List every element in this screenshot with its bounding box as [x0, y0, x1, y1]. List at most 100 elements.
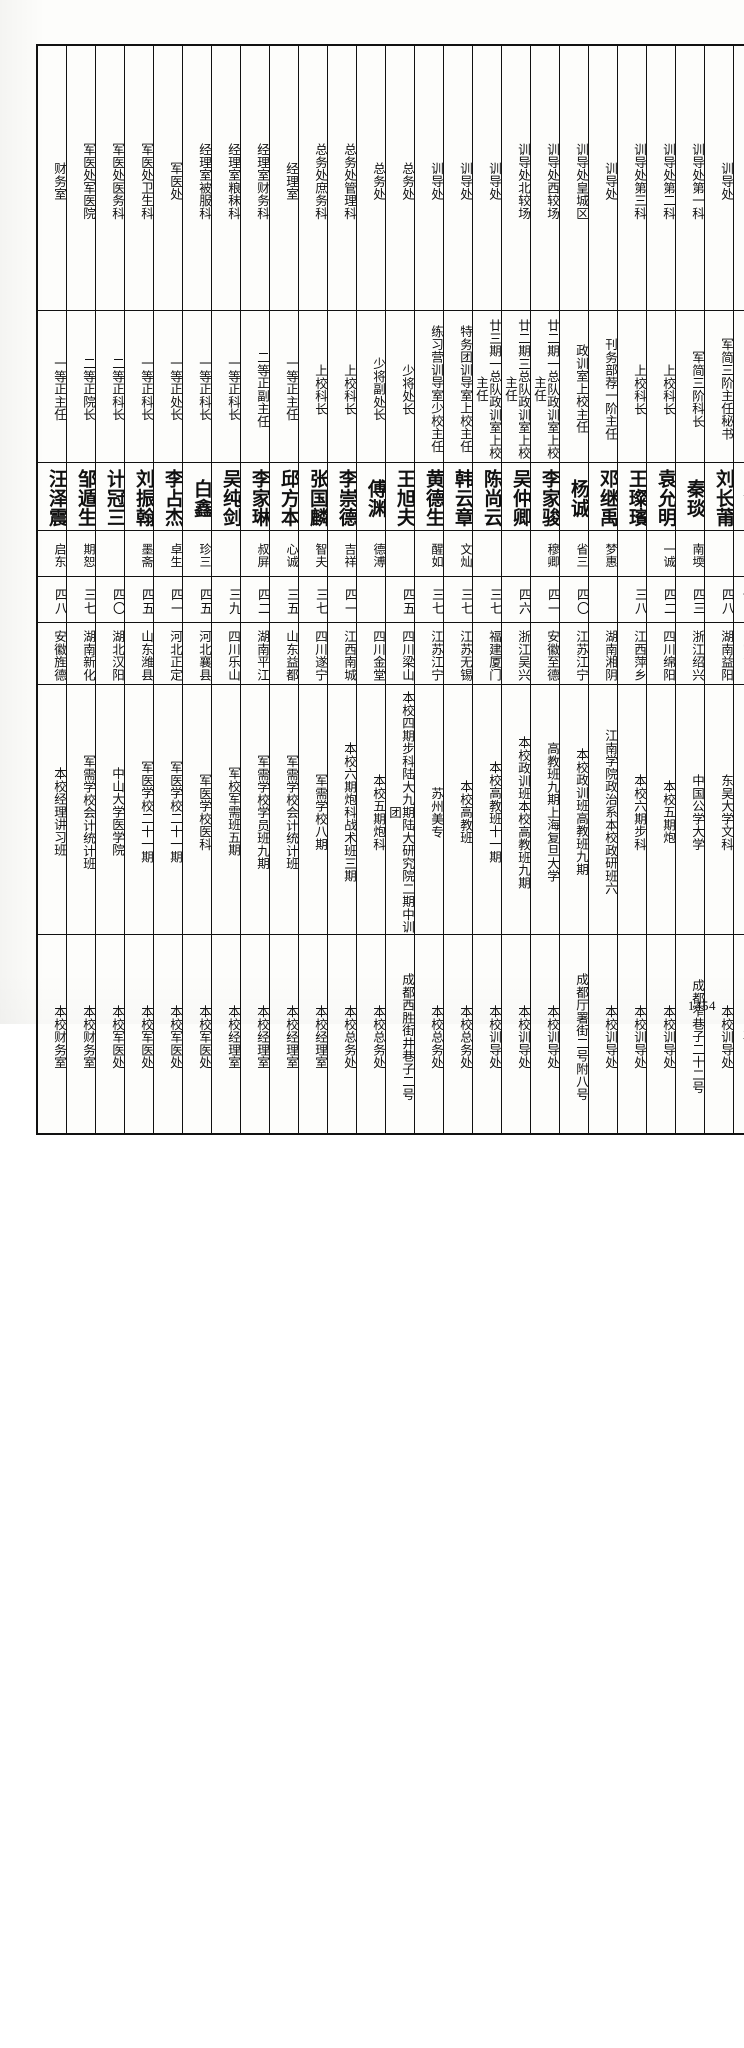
- cell-text: 浙江绍兴: [676, 623, 704, 684]
- cell-text: 王璨璸: [618, 463, 646, 530]
- cell-rank-post: 二等正科长: [96, 310, 125, 462]
- cell-age: 三七: [299, 576, 328, 622]
- cell-text: 本校总务处: [357, 935, 385, 1134]
- cell-text: 卓生: [154, 531, 182, 576]
- cell-text: 李家骏: [531, 463, 559, 530]
- cell-text: 四川绵阳: [647, 623, 675, 684]
- cell-alias: 墨斋: [125, 530, 154, 576]
- cell-text: [96, 531, 124, 576]
- cell-age: 三七: [415, 576, 444, 622]
- cell-text: 成都西胜街井巷子二号: [386, 935, 414, 1134]
- cell-affiliation: 经理室: [270, 45, 299, 310]
- cell-origin: 湖南新化: [67, 622, 96, 684]
- cell-text: 中国公学大学: [676, 685, 704, 934]
- cell-text: 本校训导处: [502, 935, 530, 1134]
- cell-education: 本校政训班高教班九期: [560, 684, 589, 934]
- cell-age: 三七: [444, 576, 473, 622]
- cell-text: 本校经理室: [299, 935, 327, 1134]
- cell-education: 军需学校会计统计班: [67, 684, 96, 934]
- cell-text: [589, 577, 617, 622]
- cell-text: 期恕: [67, 531, 95, 576]
- cell-text: 韩云章: [444, 463, 472, 530]
- cell-text: [502, 531, 530, 576]
- cell-text: 四五: [125, 577, 153, 622]
- cell-rank-post: 上校科长: [618, 310, 647, 462]
- cell-text: 三七: [444, 577, 472, 622]
- cell-text: 安徽至德: [531, 623, 559, 684]
- cell-address: 本校总务处: [415, 934, 444, 1134]
- cell-text: 练习营训导室少校主任: [415, 311, 443, 462]
- cell-name: 杨诚: [560, 462, 589, 530]
- cell-origin: 四川遂宁: [299, 622, 328, 684]
- cell-text: 训导处第二科: [647, 46, 675, 310]
- cell-origin: 湖南益阳: [705, 622, 734, 684]
- cell-text: 李家琳: [241, 463, 269, 530]
- cell-text: 本校财务室: [67, 935, 95, 1134]
- cell-text: 经理室粮秣科: [212, 46, 240, 310]
- cell-rank-post: 上校科长: [328, 310, 357, 462]
- cell-origin: 山东潍县: [125, 622, 154, 684]
- cell-text: 训导处西较场: [531, 46, 559, 310]
- cell-affiliation: 训导处: [473, 45, 502, 310]
- cell-name: 傅渊: [357, 462, 386, 530]
- cell-education: 军医学校二十一期: [154, 684, 183, 934]
- cell-text: [705, 531, 733, 576]
- cell-text: 梦惠: [589, 531, 617, 576]
- cell-text: 少将处长: [386, 311, 414, 462]
- cell-rank-post: 一等正科长: [183, 310, 212, 462]
- cell-alias: [618, 530, 647, 576]
- cell-text: 吴纯剑: [212, 463, 240, 530]
- cell-name: 刘长莆: [705, 462, 734, 530]
- cell-alias: 醒如: [415, 530, 444, 576]
- cell-text: 四五: [386, 577, 414, 622]
- cell-text: 四三: [676, 577, 704, 622]
- cell-rank-post: 上校科长: [647, 310, 676, 462]
- cell-name: 刘振翰: [125, 462, 154, 530]
- cell-rank-post: 少将副处长: [357, 310, 386, 462]
- cell-text: 军医处卫生科: [125, 46, 153, 310]
- cell-origin: 山东益都: [270, 622, 299, 684]
- cell-rank-post: 特务团训导室上校主任: [444, 310, 473, 462]
- cell-origin: 四川绵阳: [647, 622, 676, 684]
- cell-age: 四八: [705, 576, 734, 622]
- cell-text: 四川乐山: [212, 623, 240, 684]
- cell-rank-post: 二等正院长: [67, 310, 96, 462]
- cell-rank-post: 刊务部荐一阶主任: [589, 310, 618, 462]
- cell-address: 本校训导处: [473, 934, 502, 1134]
- cell-text: 总务处管理科: [328, 46, 356, 310]
- cell-age: 四五: [386, 576, 415, 622]
- cell-text: 德溥: [357, 531, 385, 576]
- cell-education: 本校六期炮科战术班三期: [328, 684, 357, 934]
- cell-affiliation: 经理室粮秣科: [212, 45, 241, 310]
- cell-text: 特务团训导室上校主任: [444, 311, 472, 462]
- cell-affiliation: 军医处卫生科: [125, 45, 154, 310]
- cell-affiliation: 训导处北较场: [502, 45, 531, 310]
- cell-alias: [96, 530, 125, 576]
- cell-text: 军需学校会计统计班: [270, 685, 298, 934]
- header-text: 姓 名: [734, 463, 744, 530]
- cell-alias: 期恕: [67, 530, 96, 576]
- cell-origin: 河北襄县: [183, 622, 212, 684]
- cell-text: 训导处第三科: [618, 46, 646, 310]
- cell-text: 陈尚云: [473, 463, 501, 530]
- cell-text: 一诚: [647, 531, 675, 576]
- cell-age: 四一: [531, 576, 560, 622]
- cell-age: [589, 576, 618, 622]
- cell-age: 四一: [154, 576, 183, 622]
- cell-text: 四川梁山: [386, 623, 414, 684]
- cell-text: 总务处: [386, 46, 414, 310]
- cell-text: 黄德生: [415, 463, 443, 530]
- cell-alias: 珍三: [183, 530, 212, 576]
- cell-text: 本校训导处: [618, 935, 646, 1134]
- cell-affiliation: 训导处: [415, 45, 444, 310]
- cell-text: 江西萍乡: [618, 623, 646, 684]
- cell-text: 上校科长: [299, 311, 327, 462]
- cell-age: [357, 576, 386, 622]
- cell-text: 珍三: [183, 531, 211, 576]
- cell-age: 三七: [473, 576, 502, 622]
- cell-text: 邹遁生: [67, 463, 95, 530]
- cell-origin: 江苏江宁: [415, 622, 444, 684]
- cell-text: 三八: [618, 577, 646, 622]
- cell-text: 张国麟: [299, 463, 327, 530]
- cell-affiliation: 军医处: [154, 45, 183, 310]
